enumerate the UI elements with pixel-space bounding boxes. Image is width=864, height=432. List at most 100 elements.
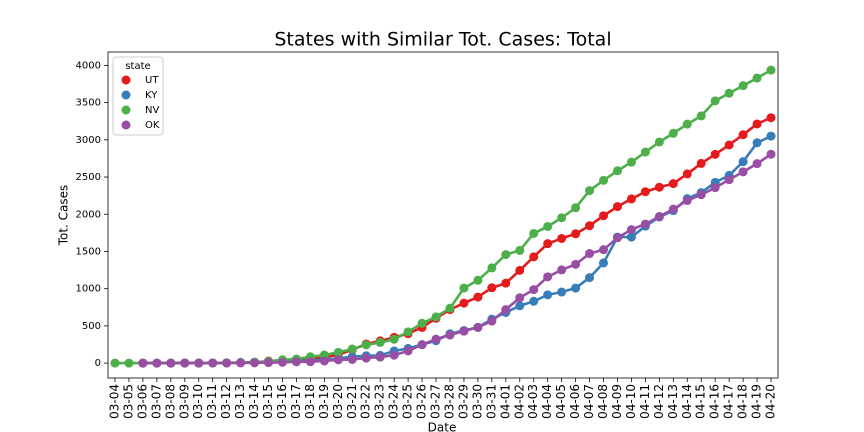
data-point — [585, 186, 595, 196]
y-tick-label: 4000 — [76, 60, 101, 71]
data-point — [375, 337, 385, 347]
data-point — [640, 219, 650, 229]
data-point — [487, 316, 497, 326]
data-point — [166, 358, 176, 368]
data-point — [752, 138, 762, 148]
data-point — [724, 140, 734, 150]
data-point — [724, 175, 734, 185]
data-point — [152, 358, 162, 368]
data-point — [682, 119, 692, 129]
x-tick-label: 04-19 — [750, 384, 764, 419]
x-tick-label: 03-19 — [317, 384, 331, 419]
data-point — [501, 305, 511, 315]
legend-label: KY — [145, 90, 158, 101]
data-point — [585, 273, 595, 283]
x-tick-label: 03-11 — [205, 384, 219, 419]
data-point — [738, 167, 748, 177]
x-tick-label: 03-30 — [470, 384, 484, 419]
data-point — [236, 358, 246, 368]
x-axis-label: Date — [428, 421, 457, 432]
x-tick-label: 03-31 — [484, 384, 498, 419]
data-point — [599, 258, 609, 268]
x-tick-label: 03-07 — [149, 384, 163, 419]
data-point — [403, 327, 413, 337]
data-point — [612, 202, 622, 212]
data-point — [654, 137, 664, 147]
data-point — [668, 128, 678, 138]
x-tick-label: 03-29 — [456, 384, 470, 419]
x-tick-label: 04-14 — [680, 384, 694, 419]
x-tick-label: 03-22 — [359, 384, 373, 419]
data-point — [626, 194, 636, 204]
x-tick-label: 03-14 — [247, 384, 261, 419]
data-point — [403, 346, 413, 356]
data-point — [501, 278, 511, 288]
data-point — [543, 221, 553, 231]
data-point — [529, 285, 539, 295]
data-point — [571, 229, 581, 239]
y-tick-label: 3000 — [76, 135, 101, 146]
y-tick-label: 2000 — [76, 209, 101, 220]
data-point — [752, 119, 762, 129]
data-point — [445, 330, 455, 340]
y-tick-label: 0 — [95, 358, 101, 369]
data-point — [194, 358, 204, 368]
x-tick-label: 04-15 — [694, 384, 708, 419]
data-point — [347, 344, 357, 354]
data-point — [417, 318, 427, 328]
data-point — [543, 290, 553, 300]
x-tick-label: 04-18 — [736, 384, 750, 419]
x-tick-label: 04-01 — [498, 384, 512, 419]
legend-marker — [121, 105, 131, 115]
data-point — [431, 312, 441, 322]
x-tick-label: 04-07 — [582, 384, 596, 419]
data-point — [738, 81, 748, 91]
data-point — [752, 159, 762, 169]
y-tick-label: 2500 — [76, 172, 101, 183]
data-point — [682, 169, 692, 179]
data-point — [599, 245, 609, 255]
x-tick-label: 04-04 — [540, 384, 554, 419]
data-point — [766, 65, 776, 75]
x-tick-label: 03-06 — [135, 384, 149, 419]
x-tick-label: 04-09 — [610, 384, 624, 419]
data-point — [180, 358, 190, 368]
data-point — [599, 175, 609, 185]
data-point — [557, 213, 567, 223]
data-point — [571, 259, 581, 269]
data-point — [738, 157, 748, 167]
series-line — [142, 153, 772, 365]
data-point — [138, 358, 148, 368]
data-point — [724, 88, 734, 98]
data-point — [612, 233, 622, 243]
data-point — [626, 157, 636, 167]
data-point — [515, 265, 525, 275]
x-tick-label: 03-21 — [345, 384, 359, 419]
data-point — [557, 265, 567, 275]
data-point — [710, 96, 720, 106]
data-point — [208, 358, 218, 368]
data-point — [529, 228, 539, 238]
x-tick-label: 04-13 — [666, 384, 680, 419]
legend-label: OK — [145, 120, 160, 131]
series-line — [114, 68, 772, 365]
data-point — [738, 130, 748, 140]
data-point — [640, 147, 650, 157]
data-point — [515, 293, 525, 303]
x-tick-label: 03-17 — [289, 384, 303, 419]
data-point — [515, 301, 525, 311]
data-point — [654, 211, 664, 221]
data-point — [515, 245, 525, 255]
data-point — [487, 283, 497, 293]
x-tick-label: 03-04 — [107, 384, 121, 419]
data-point — [277, 357, 287, 367]
data-point — [626, 225, 636, 235]
data-point — [473, 322, 483, 332]
data-point — [222, 358, 232, 368]
x-tick-label: 04-08 — [596, 384, 610, 419]
legend-label: NV — [145, 105, 159, 116]
x-tick-label: 03-25 — [401, 384, 415, 419]
data-point — [347, 354, 357, 364]
data-point — [110, 358, 120, 368]
